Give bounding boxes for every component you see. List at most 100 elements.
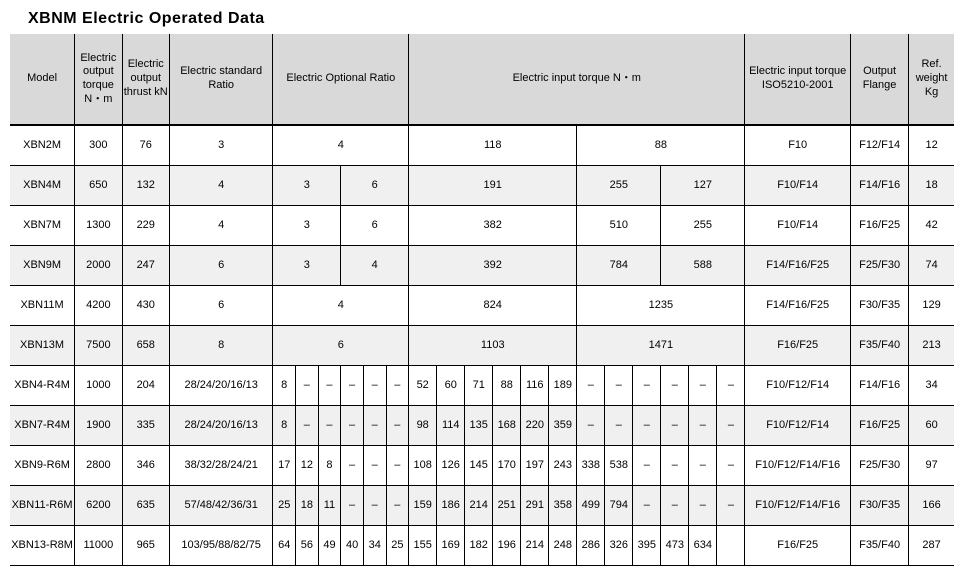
- cell-model: XBN11M: [10, 285, 75, 325]
- cell-iso: F14/F16/F25: [745, 285, 851, 325]
- cell-opt-ratio: 4: [273, 285, 409, 325]
- cell-model: XBN7M: [10, 205, 75, 245]
- cell-model: XBN7-R4M: [10, 405, 75, 445]
- cell-in-torque: 88: [493, 365, 521, 405]
- cell-opt-ratio: 8: [273, 405, 296, 445]
- cell-iso: F14/F16/F25: [745, 245, 851, 285]
- cell-out-torque: 7500: [75, 325, 122, 365]
- cell-in-torque: –: [605, 365, 633, 405]
- cell-flange: F35/F40: [850, 525, 908, 565]
- cell-in-torque: –: [661, 405, 689, 445]
- cell-flange: F25/F30: [850, 245, 908, 285]
- col-opt-ratio: Electric Optional Ratio: [273, 34, 409, 125]
- cell-weight: 287: [909, 525, 954, 565]
- cell-model: XBN4-R4M: [10, 365, 75, 405]
- cell-in-torque: [717, 525, 745, 565]
- cell-out-thrust: 346: [122, 445, 169, 485]
- table-row: XBN9-R6M280034638/32/28/24/2117128–––108…: [10, 445, 954, 485]
- cell-in-torque: 824: [409, 285, 577, 325]
- cell-opt-ratio: 6: [341, 205, 409, 245]
- cell-opt-ratio: 4: [273, 125, 409, 165]
- cell-opt-ratio: 8: [318, 445, 341, 485]
- cell-weight: 60: [909, 405, 954, 445]
- cell-model: XBN2M: [10, 125, 75, 165]
- cell-opt-ratio: –: [341, 405, 364, 445]
- cell-out-thrust: 204: [122, 365, 169, 405]
- data-table: Model Electric output torque N・m Electri…: [10, 34, 954, 566]
- cell-in-torque: –: [661, 445, 689, 485]
- cell-model: XBN13M: [10, 325, 75, 365]
- cell-opt-ratio: 17: [273, 445, 296, 485]
- table-row: XBN7M1300229436382510255F10/F14F16/F2542: [10, 205, 954, 245]
- table-row: XBN7-R4M190033528/24/20/16/138–––––98114…: [10, 405, 954, 445]
- cell-out-thrust: 229: [122, 205, 169, 245]
- page-title: XBNM Electric Operated Data: [28, 10, 954, 28]
- cell-std-ratio: 6: [169, 245, 272, 285]
- cell-out-torque: 2800: [75, 445, 122, 485]
- cell-in-torque: 214: [465, 485, 493, 525]
- cell-in-torque: –: [577, 365, 605, 405]
- cell-in-torque: 1235: [577, 285, 745, 325]
- cell-opt-ratio: 34: [363, 525, 386, 565]
- col-weight: Ref. weight Kg: [909, 34, 954, 125]
- cell-in-torque: 135: [465, 405, 493, 445]
- cell-in-torque: –: [633, 445, 661, 485]
- cell-in-torque: 98: [409, 405, 437, 445]
- cell-in-torque: –: [717, 365, 745, 405]
- cell-opt-ratio: –: [341, 365, 364, 405]
- cell-weight: 42: [909, 205, 954, 245]
- cell-std-ratio: 3: [169, 125, 272, 165]
- cell-in-torque: 588: [661, 245, 745, 285]
- cell-flange: F30/F35: [850, 485, 908, 525]
- cell-std-ratio: 4: [169, 205, 272, 245]
- cell-in-torque: 1103: [409, 325, 577, 365]
- cell-iso: F16/F25: [745, 525, 851, 565]
- table-row: XBN13-R8M11000965103/95/88/82/7564564940…: [10, 525, 954, 565]
- cell-in-torque: 326: [605, 525, 633, 565]
- cell-model: XBN9M: [10, 245, 75, 285]
- cell-in-torque: 473: [661, 525, 689, 565]
- cell-model: XBN11-R6M: [10, 485, 75, 525]
- cell-opt-ratio: 8: [273, 365, 296, 405]
- cell-iso: F10/F12/F14: [745, 405, 851, 445]
- cell-opt-ratio: –: [318, 405, 341, 445]
- cell-in-torque: 52: [409, 365, 437, 405]
- cell-flange: F25/F30: [850, 445, 908, 485]
- col-in-torque: Electric input torque N・m: [409, 34, 745, 125]
- cell-in-torque: 499: [577, 485, 605, 525]
- cell-weight: 34: [909, 365, 954, 405]
- cell-out-thrust: 635: [122, 485, 169, 525]
- cell-in-torque: 359: [549, 405, 577, 445]
- cell-weight: 12: [909, 125, 954, 165]
- cell-out-thrust: 965: [122, 525, 169, 565]
- cell-weight: 97: [909, 445, 954, 485]
- cell-in-torque: –: [717, 405, 745, 445]
- table-row: XBN13M75006588611031471F16/F25F35/F40213: [10, 325, 954, 365]
- cell-weight: 166: [909, 485, 954, 525]
- cell-out-torque: 1000: [75, 365, 122, 405]
- header-row: Model Electric output torque N・m Electri…: [10, 34, 954, 125]
- col-std-ratio: Electric standard Ratio: [169, 34, 272, 125]
- cell-out-torque: 6200: [75, 485, 122, 525]
- cell-in-torque: –: [633, 485, 661, 525]
- cell-iso: F10: [745, 125, 851, 165]
- table-row: XBN4M650132436191255127F10/F14F14/F1618: [10, 165, 954, 205]
- table-row: XBN9M2000247634392784588F14/F16/F25F25/F…: [10, 245, 954, 285]
- cell-flange: F16/F25: [850, 205, 908, 245]
- cell-in-torque: 108: [409, 445, 437, 485]
- cell-std-ratio: 28/24/20/16/13: [169, 365, 272, 405]
- cell-in-torque: –: [689, 445, 717, 485]
- cell-flange: F35/F40: [850, 325, 908, 365]
- cell-flange: F14/F16: [850, 165, 908, 205]
- cell-in-torque: 159: [409, 485, 437, 525]
- cell-in-torque: –: [661, 365, 689, 405]
- cell-opt-ratio: 6: [273, 325, 409, 365]
- cell-std-ratio: 6: [169, 285, 272, 325]
- cell-std-ratio: 38/32/28/24/21: [169, 445, 272, 485]
- cell-model: XBN9-R6M: [10, 445, 75, 485]
- cell-in-torque: 145: [465, 445, 493, 485]
- table-row: XBN11M4200430648241235F14/F16/F25F30/F35…: [10, 285, 954, 325]
- cell-out-thrust: 76: [122, 125, 169, 165]
- cell-model: XBN4M: [10, 165, 75, 205]
- cell-iso: F10/F12/F14/F16: [745, 485, 851, 525]
